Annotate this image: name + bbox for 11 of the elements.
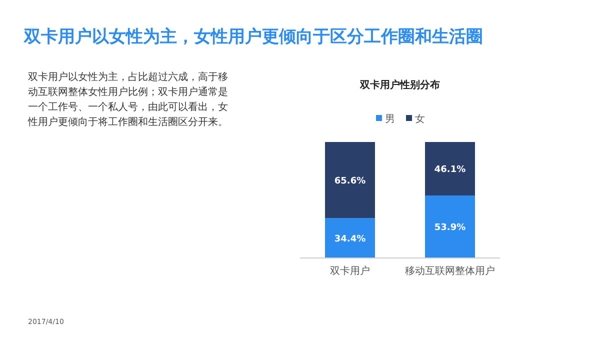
chart-title: 双卡用户性别分布 [359, 79, 440, 91]
data-label: 65.6% [334, 176, 366, 187]
x-tick-label: 双卡用户 [330, 265, 370, 277]
chart-subtitle: 双卡用户以女性为主，女性用户更倾向于区分工作圈和生活圈 [23, 27, 483, 47]
data-label: 53.9% [434, 223, 466, 234]
data-label: 46.1% [434, 165, 466, 176]
legend-label: 女 [415, 113, 425, 125]
data-label: 34.4% [334, 234, 366, 245]
x-tick-label: 移动互联网整体用户 [405, 265, 495, 277]
legend-label: 男 [385, 114, 395, 125]
text: 双卡用户以女性为主，占比超过六成，高于移动互联网整体女性用户比例；双卡用户通常是一个工作号、一个私人号，由此可以看出，女性用户更倾向于将工作圈和生活圈区分开来。 [27, 71, 228, 128]
